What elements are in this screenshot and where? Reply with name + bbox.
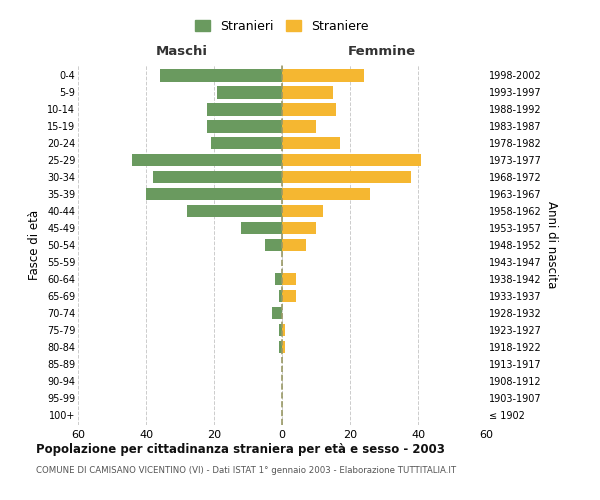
- Bar: [282, 204, 323, 218]
- Bar: [282, 238, 306, 252]
- Text: Femmine: Femmine: [348, 45, 416, 58]
- Bar: [275, 272, 282, 285]
- Legend: Stranieri, Straniere: Stranieri, Straniere: [190, 14, 374, 38]
- Text: Popolazione per cittadinanza straniera per età e sesso - 2003: Popolazione per cittadinanza straniera p…: [36, 442, 445, 456]
- Bar: [282, 290, 296, 302]
- Bar: [282, 324, 286, 336]
- Bar: [217, 86, 282, 99]
- Bar: [146, 188, 282, 200]
- Bar: [282, 120, 316, 132]
- Bar: [282, 272, 296, 285]
- Bar: [282, 69, 364, 82]
- Bar: [282, 103, 337, 116]
- Text: COMUNE DI CAMISANO VICENTINO (VI) - Dati ISTAT 1° gennaio 2003 - Elaborazione TU: COMUNE DI CAMISANO VICENTINO (VI) - Dati…: [36, 466, 456, 475]
- Bar: [282, 222, 316, 234]
- Bar: [278, 340, 282, 353]
- Bar: [282, 188, 370, 200]
- Bar: [207, 103, 282, 116]
- Bar: [282, 154, 421, 166]
- Bar: [160, 69, 282, 82]
- Y-axis label: Anni di nascita: Anni di nascita: [545, 202, 559, 288]
- Y-axis label: Fasce di età: Fasce di età: [28, 210, 41, 280]
- Bar: [207, 120, 282, 132]
- Bar: [282, 170, 411, 183]
- Bar: [133, 154, 282, 166]
- Bar: [282, 86, 333, 99]
- Bar: [241, 222, 282, 234]
- Bar: [187, 204, 282, 218]
- Bar: [211, 136, 282, 149]
- Bar: [282, 340, 286, 353]
- Bar: [153, 170, 282, 183]
- Bar: [265, 238, 282, 252]
- Bar: [278, 290, 282, 302]
- Text: Maschi: Maschi: [156, 45, 208, 58]
- Bar: [278, 324, 282, 336]
- Bar: [272, 306, 282, 320]
- Bar: [282, 136, 340, 149]
